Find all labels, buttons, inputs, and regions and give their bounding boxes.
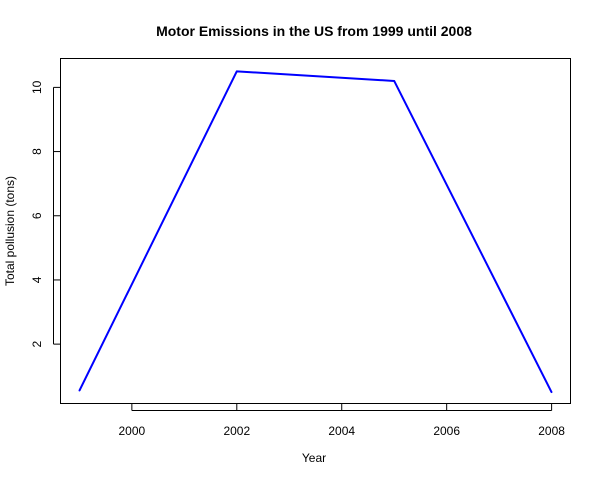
- chart-title: Motor Emissions in the US from 1999 unti…: [156, 23, 472, 39]
- data-point: [235, 70, 238, 73]
- x-tick-label: 2000: [119, 424, 146, 438]
- x-tick-label: 2008: [538, 424, 565, 438]
- data-point: [78, 389, 81, 392]
- series-layer: [78, 70, 553, 394]
- data-point: [550, 391, 553, 394]
- series-line: [78, 70, 553, 393]
- y-tick-label: 2: [30, 340, 44, 347]
- y-tick-label: 10: [30, 80, 44, 94]
- x-tick-label: 2006: [433, 424, 460, 438]
- x-tick-label: 2004: [328, 424, 355, 438]
- y-tick-label: 8: [30, 148, 44, 155]
- x-axis: 2000 2002 2004 2006 2008: [119, 403, 565, 438]
- y-axis-label: Total pollusion (tons): [3, 176, 17, 286]
- plot-frame: [60, 58, 571, 404]
- x-axis-label: Year: [302, 451, 326, 465]
- y-axis: 2 4 6 8 10: [30, 80, 61, 347]
- y-tick-label: 6: [30, 212, 44, 219]
- data-point: [393, 80, 396, 82]
- x-tick-label: 2002: [223, 424, 250, 438]
- y-tick-label: 4: [30, 276, 44, 283]
